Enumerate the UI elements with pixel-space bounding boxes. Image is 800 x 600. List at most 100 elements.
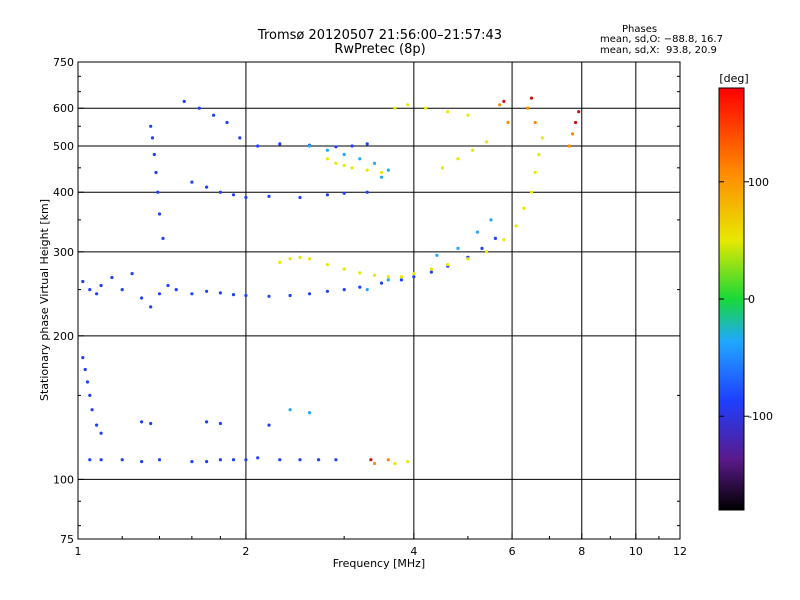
x-tick-label: 1 <box>75 545 82 558</box>
data-point <box>365 288 369 292</box>
data-point <box>174 288 178 292</box>
x-tick-label: 2 <box>242 545 249 558</box>
data-point <box>238 136 242 140</box>
y-tick-label: 400 <box>53 186 74 199</box>
x-axis-label: Frequency [MHz] <box>333 557 425 570</box>
data-point <box>157 212 162 216</box>
data-point <box>529 190 534 194</box>
data-point <box>466 113 470 117</box>
data-point <box>522 206 526 210</box>
data-point <box>288 257 292 261</box>
data-point <box>205 185 209 189</box>
colorbar-tick-label: -100 <box>748 410 773 423</box>
data-point <box>342 152 346 157</box>
plot-frame <box>77 61 681 540</box>
data-point <box>358 157 362 161</box>
data-point <box>256 144 260 148</box>
data-point <box>325 148 329 152</box>
data-point <box>412 272 416 276</box>
data-point <box>256 456 260 460</box>
data-point <box>446 263 450 267</box>
data-point <box>218 291 222 295</box>
data-point <box>502 99 506 103</box>
x-tick-label: 6 <box>509 545 516 558</box>
data-point <box>485 140 489 144</box>
data-point <box>440 166 444 170</box>
colorbar-label: [deg] <box>719 72 748 85</box>
data-point <box>379 170 384 175</box>
data-point <box>540 136 545 140</box>
data-point <box>95 292 99 296</box>
data-point <box>567 144 571 148</box>
data-point <box>205 289 209 293</box>
data-point <box>342 191 346 195</box>
data-point <box>334 161 338 165</box>
data-point <box>429 270 433 274</box>
data-point <box>231 458 236 462</box>
data-point <box>130 272 134 276</box>
data-point <box>456 157 460 161</box>
data-point <box>372 273 377 277</box>
data-point <box>154 170 158 175</box>
data-point <box>161 236 165 240</box>
data-point <box>307 144 312 148</box>
colorbar-tick-label: 0 <box>748 293 755 306</box>
data-point <box>120 458 124 462</box>
data-point <box>446 110 450 114</box>
data-point <box>298 195 302 200</box>
data-point <box>307 257 312 261</box>
data-point <box>514 224 518 228</box>
data-point <box>157 458 162 462</box>
data-point <box>307 411 312 415</box>
data-point <box>502 238 506 242</box>
data-points <box>81 96 581 466</box>
colorbar-tick-label: 100 <box>748 176 769 189</box>
data-point <box>537 152 541 157</box>
data-point <box>466 257 470 261</box>
data-point <box>526 106 530 110</box>
data-point <box>435 253 439 257</box>
x-tick-label: 4 <box>410 545 417 558</box>
y-tick-label: 750 <box>53 56 74 69</box>
chart-title: Tromsø 20120507 21:56:00–21:57:43 <box>257 28 503 43</box>
data-point <box>489 218 493 222</box>
data-point <box>88 393 92 397</box>
data-point <box>498 103 502 107</box>
data-point <box>110 275 114 280</box>
x-tick-label: 10 <box>629 545 643 558</box>
chart-subtitle: RwPretec (8p) <box>334 42 426 57</box>
data-point <box>120 288 124 292</box>
data-point <box>365 190 369 194</box>
data-point <box>152 152 156 157</box>
data-point <box>533 120 537 125</box>
data-point <box>197 106 201 110</box>
data-point <box>244 195 248 200</box>
data-point <box>278 142 282 146</box>
data-point <box>156 190 160 194</box>
data-point <box>212 113 216 117</box>
data-point <box>406 103 410 107</box>
data-point <box>267 423 271 427</box>
data-point <box>350 166 354 170</box>
data-point <box>307 292 312 296</box>
data-point <box>379 281 384 285</box>
data-point <box>529 96 534 100</box>
data-point <box>325 193 329 197</box>
data-point <box>365 142 369 146</box>
data-point <box>399 278 403 282</box>
data-point <box>456 246 460 250</box>
y-tick-label: 600 <box>53 102 74 115</box>
data-point <box>412 275 416 279</box>
data-point <box>342 267 346 271</box>
data-point <box>90 408 94 412</box>
data-point <box>325 263 329 267</box>
data-point <box>244 458 248 462</box>
data-point <box>190 292 194 296</box>
data-point <box>386 458 390 462</box>
data-point <box>218 458 222 462</box>
data-point <box>231 193 236 197</box>
data-point <box>88 458 92 462</box>
data-point <box>81 279 85 284</box>
